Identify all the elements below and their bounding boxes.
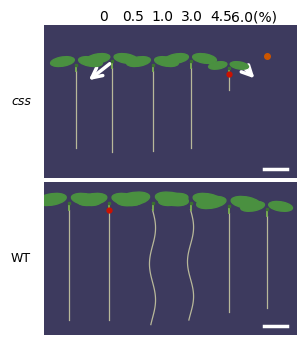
Ellipse shape bbox=[193, 54, 216, 63]
Text: 0: 0 bbox=[99, 10, 108, 24]
Ellipse shape bbox=[37, 193, 66, 206]
Ellipse shape bbox=[241, 202, 265, 211]
Text: 4.5: 4.5 bbox=[211, 10, 232, 24]
Ellipse shape bbox=[86, 54, 110, 63]
Ellipse shape bbox=[114, 54, 138, 63]
Ellipse shape bbox=[112, 193, 141, 206]
Ellipse shape bbox=[71, 193, 101, 206]
Ellipse shape bbox=[230, 62, 248, 69]
Ellipse shape bbox=[165, 54, 188, 63]
Text: 0.5: 0.5 bbox=[123, 10, 144, 24]
Ellipse shape bbox=[127, 57, 150, 66]
Ellipse shape bbox=[155, 192, 188, 206]
Text: 6.0(%): 6.0(%) bbox=[231, 10, 277, 24]
Ellipse shape bbox=[159, 193, 188, 206]
Ellipse shape bbox=[154, 57, 178, 66]
Text: WT: WT bbox=[11, 252, 31, 265]
Text: 3.0: 3.0 bbox=[182, 10, 203, 24]
Ellipse shape bbox=[77, 193, 107, 206]
Ellipse shape bbox=[117, 192, 150, 206]
Ellipse shape bbox=[231, 196, 260, 209]
Text: 1.0: 1.0 bbox=[152, 10, 174, 24]
Text: css: css bbox=[11, 95, 31, 108]
Ellipse shape bbox=[197, 196, 226, 209]
Ellipse shape bbox=[79, 57, 102, 66]
Ellipse shape bbox=[208, 62, 227, 69]
Ellipse shape bbox=[51, 57, 74, 66]
Ellipse shape bbox=[193, 193, 222, 206]
Ellipse shape bbox=[269, 202, 292, 211]
